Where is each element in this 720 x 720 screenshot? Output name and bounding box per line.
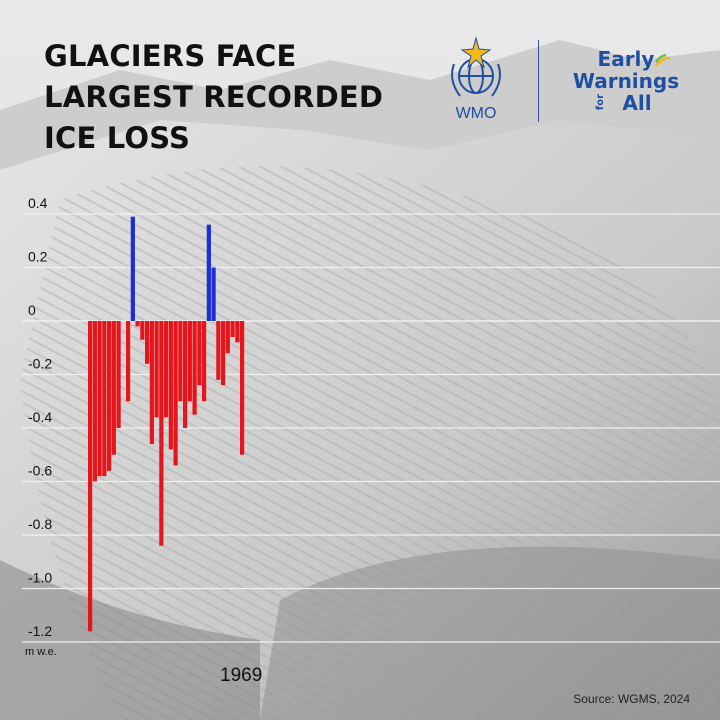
gridlines [22,213,720,643]
bar-negative [159,321,164,546]
x-start-year: 1969 [220,665,263,686]
wmo-label: WMO [456,105,497,122]
y-tick-label: 0.2 [28,249,48,265]
bar-negative [92,321,97,482]
chart-title: GLACIERS FACE LARGEST RECORDED ICE LOSS [44,36,383,159]
title-line-2: LARGEST RECORDED [44,80,384,114]
bar-negative [97,321,102,477]
bar-negative [192,321,197,415]
bar-positive [130,216,135,321]
bars [88,216,245,632]
y-tick-label: -0.8 [28,516,52,532]
bar-positive [211,267,216,321]
bar-negative [107,321,112,471]
bar-negative [140,321,145,340]
y-tick-label: -0.4 [28,409,52,425]
bar-positive [206,224,211,321]
ew-line-1: Early [597,47,655,71]
bar-negative [202,321,207,402]
y-tick-label: -1.2 [28,623,52,639]
bar-negative [230,321,235,338]
ew-all: All [622,91,652,115]
bar-negative [149,321,154,445]
bar-negative [168,321,173,450]
y-tick-label: -0.2 [28,356,52,372]
y-axis-ticks: 0.4 0.2 0 -0.2 -0.4 -0.6 -0.8 -1.0 -1.2 [28,195,52,639]
bar-negative [187,321,192,402]
bar-negative [164,321,169,418]
y-axis-unit: m w.e. [25,646,57,658]
bar-negative [221,321,226,386]
bar-negative [225,321,230,354]
logo-divider [538,40,539,122]
bar-negative [154,321,159,418]
wmo-logo: WMO [451,36,501,122]
bar-negative [145,321,150,364]
y-tick-label: 0.4 [28,195,48,211]
bar-negative [235,321,240,343]
signal-waves-icon [654,54,671,67]
title-line-3: ICE LOSS [44,121,191,155]
y-tick-label: -1.0 [28,570,52,586]
bar-negative [240,321,245,455]
bar-negative [116,321,121,428]
bar-negative [88,321,93,632]
bar-negative [173,321,178,466]
title-line-1: GLACIERS FACE [44,39,297,73]
bar-negative [135,321,140,327]
bar-negative [216,321,221,380]
bar-negative [126,321,131,402]
bar-negative [178,321,183,402]
bar-negative [111,321,116,455]
y-tick-label: -0.6 [28,463,52,479]
y-tick-label: 0 [28,302,36,318]
ew-line-2: Warnings [572,69,680,93]
source-note: Source: WGMS, 2024 [573,692,690,706]
bar-negative [102,321,107,477]
bar-negative [183,321,188,428]
bar-negative [197,321,202,386]
early-warnings-logo: Early Warnings for All [566,48,686,114]
